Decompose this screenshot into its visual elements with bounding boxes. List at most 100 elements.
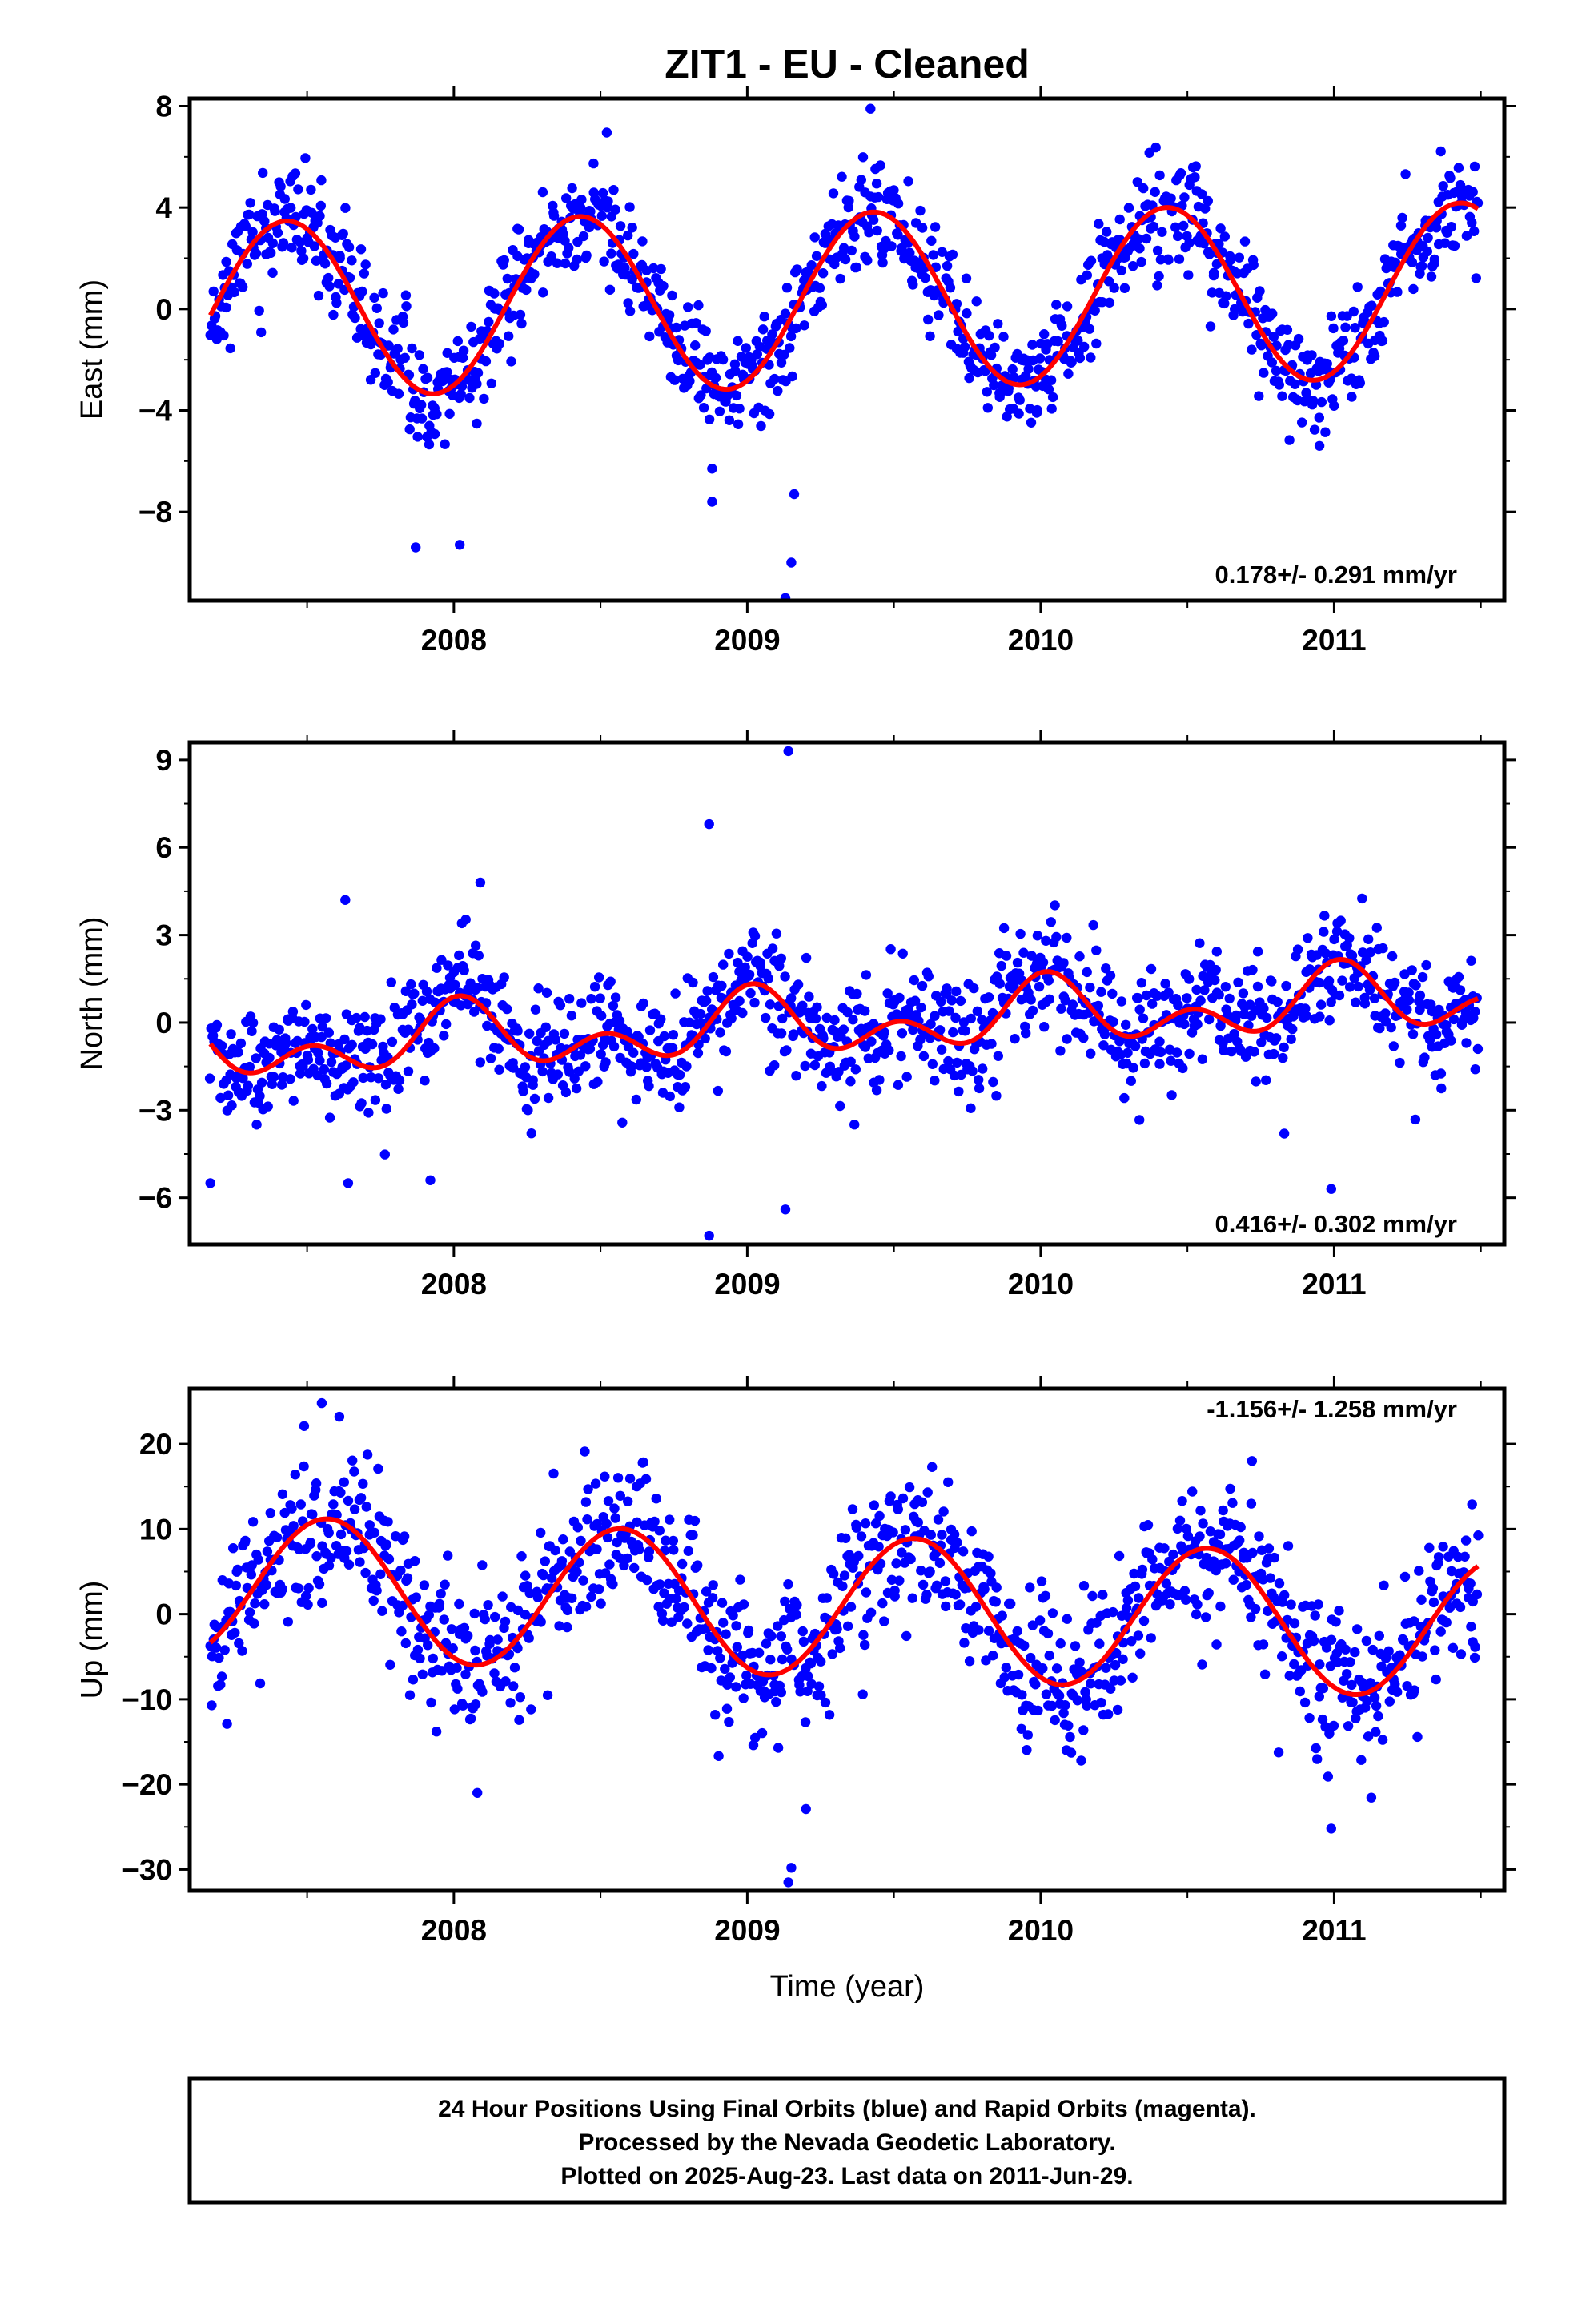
- data-point: [234, 1638, 244, 1649]
- data-point: [943, 1477, 954, 1488]
- data-point: [439, 1031, 449, 1041]
- data-point: [1147, 999, 1158, 1009]
- data-point: [1233, 977, 1243, 988]
- data-point: [1335, 915, 1346, 926]
- data-point: [251, 1120, 262, 1130]
- data-point: [669, 375, 680, 385]
- data-point: [1091, 945, 1102, 956]
- data-point: [1411, 980, 1421, 991]
- data-point: [588, 158, 599, 169]
- data-point: [512, 1605, 524, 1616]
- data-point: [1263, 1543, 1275, 1554]
- data-point: [737, 1007, 748, 1019]
- data-point: [1142, 1520, 1154, 1530]
- data-point: [1058, 1707, 1069, 1719]
- data-point: [982, 403, 994, 413]
- data-point: [1208, 1556, 1219, 1566]
- data-point: [601, 127, 612, 138]
- data-point: [622, 1553, 633, 1564]
- data-point: [1400, 169, 1411, 179]
- data-point: [609, 1503, 620, 1514]
- data-point: [412, 432, 423, 442]
- data-point: [532, 1035, 542, 1047]
- data-point: [1431, 1674, 1441, 1685]
- data-point: [575, 203, 586, 213]
- data-point: [316, 175, 327, 186]
- data-point: [905, 247, 915, 258]
- data-point: [922, 1487, 933, 1498]
- data-point: [691, 318, 701, 328]
- data-point: [1352, 1624, 1363, 1634]
- data-point: [1284, 435, 1295, 445]
- data-point: [580, 1446, 590, 1457]
- data-point: [1051, 931, 1062, 943]
- data-point: [1378, 943, 1388, 954]
- data-point: [305, 1538, 316, 1548]
- data-point: [600, 1471, 610, 1482]
- data-point: [610, 204, 620, 215]
- data-point: [255, 1678, 266, 1689]
- data-point: [1320, 427, 1331, 437]
- data-point-outlier: [707, 497, 717, 507]
- data-point: [847, 1504, 858, 1514]
- data-point: [247, 1018, 259, 1028]
- data-point-outlier: [472, 1787, 483, 1798]
- data-point: [962, 308, 972, 319]
- data-point: [943, 1055, 954, 1067]
- data-point: [561, 193, 572, 203]
- data-point: [769, 373, 780, 384]
- data-point: [789, 1029, 799, 1039]
- data-point: [1174, 1515, 1186, 1526]
- data-point: [1371, 1700, 1382, 1711]
- data-point: [641, 1062, 652, 1072]
- data-point: [251, 1053, 261, 1063]
- data-point: [1074, 352, 1086, 364]
- data-point: [683, 302, 693, 312]
- data-point: [849, 1120, 860, 1130]
- data-point: [1050, 1715, 1060, 1726]
- data-point: [458, 1700, 468, 1711]
- data-point: [1016, 1723, 1027, 1734]
- data-point: [243, 209, 255, 220]
- data-point: [766, 1630, 777, 1642]
- data-point: [576, 1535, 586, 1546]
- data-point: [508, 1681, 519, 1691]
- data-point: [1166, 1055, 1176, 1066]
- data-point: [785, 331, 797, 342]
- data-point-outlier: [1326, 1823, 1337, 1834]
- data-point: [1259, 368, 1269, 378]
- data-point: [1300, 1003, 1311, 1014]
- data-point: [877, 257, 888, 268]
- data-point: [1334, 1606, 1344, 1616]
- data-point: [644, 1080, 654, 1092]
- data-point: [463, 1630, 473, 1641]
- data-point: [983, 1551, 994, 1562]
- data-point: [1014, 408, 1024, 419]
- data-point: [1361, 1635, 1372, 1647]
- data-point: [472, 368, 484, 378]
- data-point: [798, 1636, 809, 1647]
- data-point: [1328, 1720, 1339, 1731]
- data-point: [806, 1679, 817, 1689]
- data-point: [407, 999, 417, 1010]
- data-point: [443, 1550, 453, 1561]
- data-point: [1408, 283, 1419, 295]
- data-point-outlier: [1247, 1456, 1258, 1466]
- data-point: [351, 1012, 362, 1023]
- data-point: [290, 1470, 300, 1480]
- data-point: [516, 1551, 527, 1562]
- data-point: [702, 986, 713, 996]
- data-point: [243, 1080, 253, 1091]
- data-point: [596, 1049, 606, 1059]
- data-point: [326, 1552, 336, 1563]
- data-point: [615, 1553, 625, 1563]
- data-point: [1359, 999, 1371, 1009]
- data-point: [942, 260, 953, 271]
- data-point: [930, 1076, 940, 1086]
- data-point: [333, 279, 344, 289]
- data-point: [1423, 232, 1433, 243]
- data-point: [817, 268, 829, 279]
- data-point: [858, 1630, 869, 1640]
- data-point: [1395, 220, 1407, 231]
